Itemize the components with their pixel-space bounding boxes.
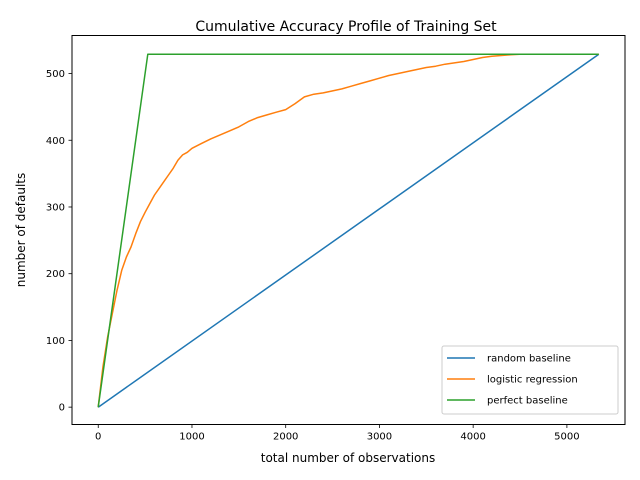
y-tick-label: 0 xyxy=(59,403,65,414)
x-tick-label: 5000 xyxy=(554,432,579,443)
y-tick-label: 500 xyxy=(46,69,65,80)
legend-label-1: logistic regression xyxy=(487,375,578,386)
series-line-2 xyxy=(97,53,599,408)
x-tick-label: 1000 xyxy=(179,432,204,443)
x-tick-label: 2000 xyxy=(273,432,298,443)
chart-title: Cumulative Accuracy Profile of Training … xyxy=(195,19,497,35)
plot-lines xyxy=(97,53,600,408)
x-axis-label: total number of observations xyxy=(261,451,436,465)
y-axis-label: number of defaults xyxy=(14,173,28,288)
y-tick-label: 100 xyxy=(46,336,65,347)
plot-frame xyxy=(71,35,626,425)
y-tick-label: 300 xyxy=(46,202,65,213)
x-tick-label: 4000 xyxy=(460,432,485,443)
y-axis: 0 100 200 300 400 500 xyxy=(46,69,72,414)
series-line-1 xyxy=(97,53,599,408)
legend-box xyxy=(441,345,619,415)
legend-label-0: random baseline xyxy=(487,354,571,365)
x-tick-label: 0 xyxy=(95,432,101,443)
legend-label-2: perfect baseline xyxy=(487,396,568,407)
legend: random baseline logistic regression perfec… xyxy=(441,345,619,415)
y-tick-label: 200 xyxy=(46,269,65,280)
series-line-0 xyxy=(97,53,600,408)
y-tick-label: 400 xyxy=(46,136,65,147)
x-tick-label: 3000 xyxy=(367,432,392,443)
x-axis: 0 1000 2000 3000 4000 5000 xyxy=(95,424,580,443)
